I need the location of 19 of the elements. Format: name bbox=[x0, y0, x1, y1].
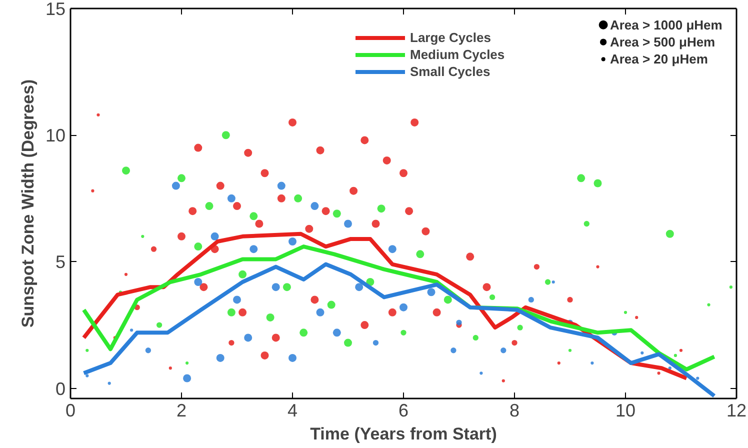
y-axis-title: Sunspot Zone Width (Degrees) bbox=[18, 79, 38, 328]
legend-label: Large Cycles bbox=[410, 29, 491, 46]
x-tick-label: 10 bbox=[615, 400, 636, 420]
y-tick-label: 0 bbox=[55, 378, 66, 399]
line-series bbox=[82, 262, 716, 398]
legend-label: Small Cycles bbox=[410, 63, 490, 80]
y-tick-label: 10 bbox=[45, 126, 66, 146]
x-tick-label: 2 bbox=[176, 400, 187, 420]
legend-label: Area > 1000 μHem bbox=[610, 17, 722, 32]
legend-label: Medium Cycles bbox=[410, 46, 505, 63]
x-tick-label: 6 bbox=[398, 400, 409, 420]
legend-label: Area > 20 μHem bbox=[610, 52, 708, 67]
legend-label: Area > 500 μHem bbox=[610, 34, 716, 50]
x-tick-label: 8 bbox=[509, 400, 520, 420]
x-tick-label: 12 bbox=[726, 400, 747, 420]
y-tick-label: 15 bbox=[45, 0, 66, 19]
x-tick-label: 4 bbox=[287, 400, 298, 420]
y-tick-label: 5 bbox=[55, 252, 66, 272]
x-axis-title: Time (Years from Start) bbox=[310, 424, 497, 444]
